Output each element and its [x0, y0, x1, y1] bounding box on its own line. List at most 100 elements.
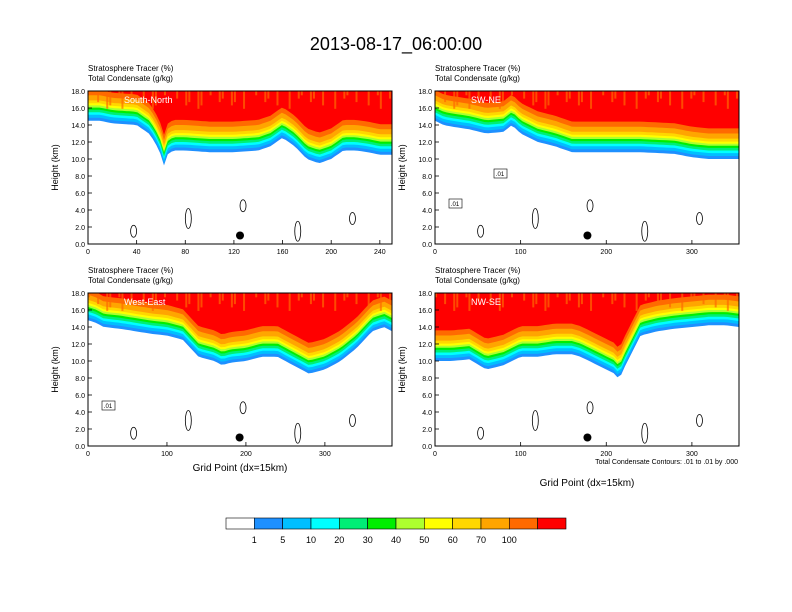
tracer-streak — [435, 293, 437, 298]
tracer-streak — [577, 293, 580, 308]
tracer-streak — [379, 91, 382, 109]
panel-name: South-North — [124, 95, 173, 105]
y-tick-label: 16.0 — [71, 106, 85, 113]
y-tick-label: 0.0 — [422, 444, 432, 451]
tracer-streak — [109, 91, 112, 106]
tracer-streak — [453, 293, 456, 311]
tracer-streak — [690, 293, 693, 301]
variable-label: Stratosphere Tracer (%) — [88, 266, 174, 275]
tracer-streak — [164, 91, 166, 96]
station-marker — [583, 231, 592, 240]
tracer-streak — [644, 91, 647, 99]
contour-value-text: .01 — [451, 202, 460, 208]
tracer-streak — [88, 293, 90, 298]
tracer-streak — [477, 91, 480, 99]
tracer-streak — [154, 293, 157, 308]
tracer-streak — [532, 293, 535, 308]
condensate-contour — [184, 208, 192, 229]
colorbar-cell — [225, 517, 255, 530]
tracer-streak — [656, 91, 659, 103]
tracer-streak — [465, 91, 468, 96]
tracer-streak — [611, 293, 614, 305]
condensate-contour — [239, 199, 247, 213]
tracer-streak — [444, 293, 447, 305]
colorbar-cell — [537, 517, 567, 530]
tracer-streak — [197, 91, 200, 109]
condensate-contour — [294, 220, 302, 242]
x-tick-label: 80 — [181, 249, 189, 256]
y-tick-label: 10.0 — [71, 157, 85, 164]
colorbar-cell — [310, 517, 340, 530]
colorbar-cell — [254, 517, 283, 530]
tracer-streak — [565, 91, 568, 103]
colorbar-label: 60 — [448, 535, 458, 545]
tracer-band-top — [435, 293, 739, 347]
panel-sw-ne: SW-NE Stratosphere Tracer (%)Total Conden… — [397, 64, 740, 256]
condensate-contour — [349, 212, 356, 225]
tracer-streak — [309, 91, 312, 103]
tracer-streak — [367, 293, 370, 308]
x-tick-label: 300 — [686, 249, 698, 256]
y-tick-label: 16.0 — [71, 308, 85, 315]
tracer-streak — [255, 293, 258, 298]
panel-name: West-East — [124, 297, 166, 307]
tracer-streak — [151, 293, 154, 311]
colorbar-cell — [282, 517, 312, 530]
condensate-contour — [531, 208, 539, 229]
tracer-streak — [312, 91, 315, 99]
tracer-streak — [535, 91, 538, 103]
contour-value-label: .01 — [101, 400, 116, 411]
tracer-streak — [659, 293, 662, 301]
tracer-streak — [726, 293, 729, 311]
tracer-streak — [547, 91, 550, 106]
colorbar-label: 100 — [502, 535, 517, 545]
y-tick-label: 4.0 — [422, 410, 432, 417]
colorbar-cell — [367, 517, 397, 530]
tracer-streak — [334, 91, 337, 109]
tracer-streak — [489, 91, 492, 103]
tracer-streak — [693, 293, 696, 298]
tracer-fill — [88, 91, 392, 166]
y-tick-label: 12.0 — [71, 342, 85, 349]
y-tick-label: 2.0 — [75, 427, 85, 434]
variable-label: Stratosphere Tracer (%) — [435, 266, 521, 275]
tracer-streak — [590, 91, 593, 109]
tracer-streak — [334, 293, 337, 311]
contour-value-text: .01 — [496, 172, 505, 178]
tracer-streak — [477, 293, 480, 301]
tracer-streak — [209, 91, 212, 96]
tracer-streak — [130, 293, 133, 301]
tracer-streak — [623, 91, 626, 106]
condensate-contour — [239, 401, 247, 415]
condensate-contour — [641, 220, 649, 242]
y-tick-label: 8.0 — [422, 174, 432, 181]
tracer-streak — [97, 91, 100, 103]
tracer-streak — [702, 293, 705, 305]
x-tick-label: 200 — [600, 249, 612, 256]
tracer-band-top — [88, 293, 392, 343]
tracer-streak — [580, 91, 583, 103]
x-tick-label: 100 — [161, 451, 173, 458]
x-tick-label: 200 — [600, 451, 612, 458]
colorbar-label: 40 — [391, 535, 401, 545]
condensate-contour — [477, 224, 485, 238]
y-axis-label: Height (km) — [397, 144, 407, 191]
tracer-streak — [735, 91, 738, 99]
y-tick-label: 8.0 — [75, 174, 85, 181]
panel-west-east: West-East Stratosphere Tracer (%)Total Co… — [50, 266, 393, 474]
tracer-streak — [444, 91, 447, 103]
colorbar-cell — [508, 517, 538, 530]
x-tick-label: 100 — [515, 451, 527, 458]
tracer-streak — [702, 91, 705, 103]
plot-frame — [87, 292, 393, 447]
tracer-streak — [644, 293, 647, 301]
tracer-band-top — [88, 91, 392, 135]
y-tick-label: 2.0 — [422, 225, 432, 232]
station-marker — [235, 433, 244, 442]
tracer-streak — [565, 293, 568, 305]
tracer-streak — [723, 91, 726, 96]
tracer-streak — [568, 293, 571, 301]
tracer-streak — [498, 293, 501, 311]
y-axis-label: Height (km) — [50, 346, 60, 393]
